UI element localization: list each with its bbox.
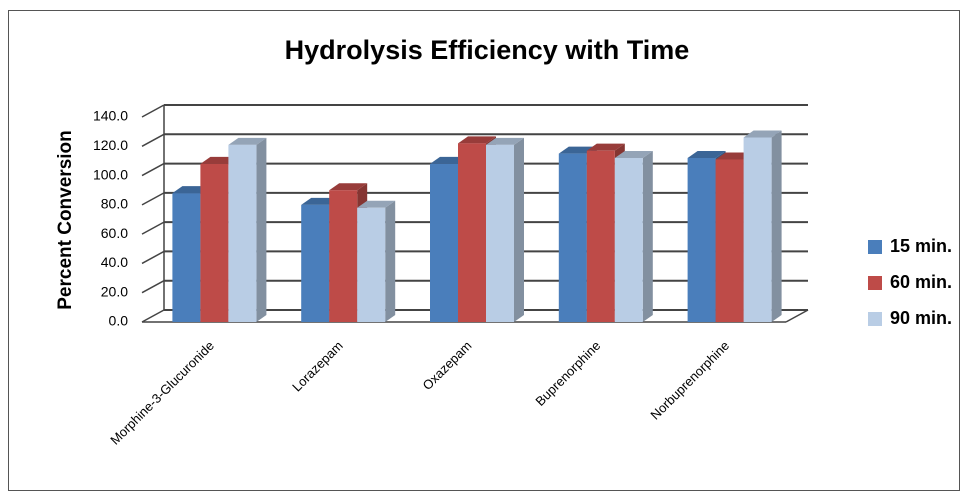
bar-top — [329, 183, 368, 191]
bar-side — [385, 200, 396, 322]
y-tick-label: 20.0 — [101, 283, 128, 299]
bar-top — [357, 200, 396, 208]
side-grid-line — [141, 192, 165, 206]
y-tick-label: 0.0 — [109, 313, 129, 329]
y-tick-label: 40.0 — [101, 254, 128, 270]
bar-side — [514, 137, 524, 322]
side-grid-line — [141, 133, 165, 147]
bar — [458, 143, 486, 322]
bar — [687, 158, 716, 322]
legend-label: 90 min. — [890, 308, 952, 328]
bar-top — [687, 151, 726, 158]
bar — [743, 137, 772, 322]
y-tick-label: 60.0 — [101, 225, 128, 241]
bar — [200, 163, 229, 322]
y-axis-label: Percent Conversion — [55, 130, 76, 310]
bar-top — [486, 137, 524, 145]
legend-swatch — [868, 240, 882, 254]
legend-label: 60 min. — [890, 272, 952, 292]
bar-top — [228, 137, 267, 145]
bar-side — [642, 151, 653, 322]
y-tick-label: 100.0 — [93, 166, 128, 182]
bar-top — [743, 130, 782, 138]
side-grid-line — [141, 309, 165, 323]
side-grid-line — [141, 250, 165, 265]
legend-swatch — [868, 276, 882, 290]
y-tick-label: 120.0 — [93, 137, 128, 153]
chart-title: Hydrolysis Efficiency with Time — [285, 35, 690, 65]
bar-side — [256, 137, 267, 322]
bar — [329, 190, 358, 322]
bar-side — [771, 130, 782, 322]
legend-label: 15 min. — [890, 236, 952, 256]
bar — [357, 207, 386, 322]
side-grid-line — [141, 104, 165, 118]
bar-top — [458, 136, 496, 144]
bar — [715, 159, 744, 322]
bar — [614, 158, 643, 322]
bar — [172, 193, 201, 322]
legend-swatch — [868, 312, 882, 326]
side-grid-line — [141, 221, 165, 235]
bar — [430, 163, 458, 322]
y-tick-label: 80.0 — [101, 196, 128, 212]
bar-top — [586, 143, 625, 151]
bar — [301, 204, 330, 322]
bar — [486, 144, 514, 322]
y-tick-label: 140.0 — [93, 108, 128, 124]
bar — [558, 153, 587, 322]
floor-right — [785, 309, 809, 323]
side-grid-line — [141, 280, 165, 294]
side-grid-line — [141, 162, 165, 177]
bar — [586, 150, 615, 322]
bar — [228, 144, 257, 322]
bar-top — [614, 151, 653, 158]
